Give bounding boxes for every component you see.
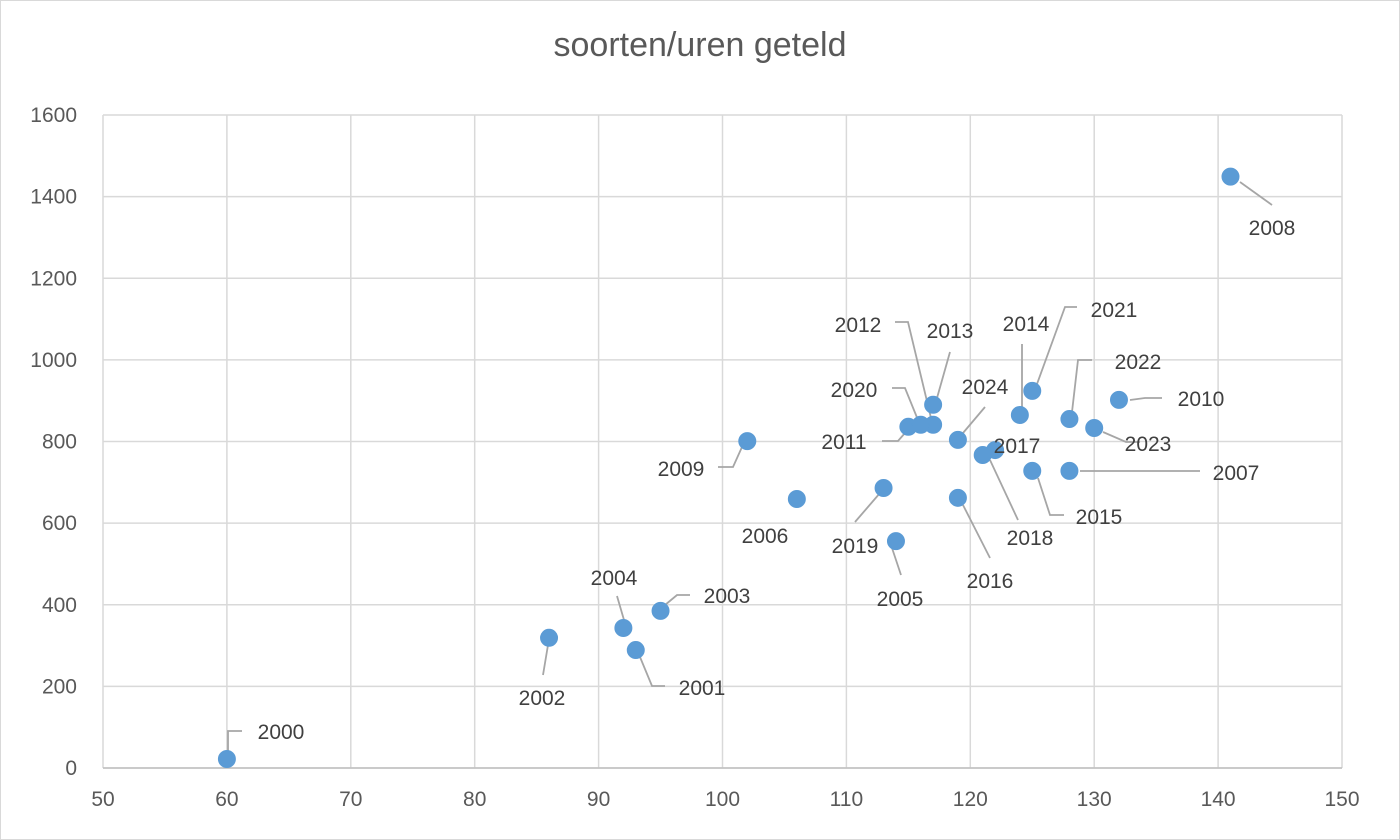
data-point [217,750,236,769]
data-label: 2010 [1178,388,1225,411]
data-point [738,432,757,451]
data-label: 2024 [962,376,1009,399]
leader-line [936,351,951,399]
y-tick-label: 200 [42,675,77,698]
x-tick-label: 110 [830,788,863,811]
leader-line [854,492,881,523]
x-tick-label: 90 [587,788,610,811]
leader-line [962,504,991,559]
data-label: 2007 [1213,462,1260,485]
leader-line [882,432,906,442]
data-point [948,488,967,507]
data-point [1023,461,1042,480]
data-point [1085,419,1104,438]
data-label: 2018 [1007,527,1054,550]
y-tick-label: 1400 [30,186,77,209]
data-label: 2006 [742,525,789,548]
x-tick-label: 100 [705,788,740,811]
data-label: 2005 [877,588,924,611]
x-tick-label: 120 [953,788,988,811]
data-point [787,490,806,509]
data-label: 2003 [704,585,751,608]
data-point [924,395,943,414]
x-tick-label: 130 [1077,788,1112,811]
data-point [886,532,905,551]
data-point [1060,410,1079,429]
chart-title: soorten/uren geteld [553,26,847,64]
data-label: 2012 [835,314,882,337]
data-label: 2000 [258,721,305,744]
y-tick-label: 800 [42,431,77,454]
data-label: 2008 [1249,217,1296,240]
y-tick-label: 1600 [30,104,77,127]
data-label: 2022 [1115,351,1162,374]
data-point [1060,461,1079,480]
data-label: 2014 [1003,313,1050,336]
data-point [1221,167,1240,186]
leader-line [962,406,986,434]
leader-line [542,644,549,676]
leader-line [718,446,743,468]
leader-line [1037,477,1064,516]
data-label: 2020 [831,379,878,402]
leader-line [616,595,625,621]
leader-line [1102,431,1140,443]
data-label: 2013 [927,320,974,343]
data-point [614,619,633,638]
data-label: 2015 [1076,506,1123,529]
y-tick-label: 1200 [30,267,77,290]
data-point [911,415,930,434]
leader-line [892,387,919,421]
data-point [948,430,967,449]
leader-line [891,547,902,576]
data-point [540,628,559,647]
leader-line [1129,397,1162,401]
data-label: 2023 [1125,433,1172,456]
leader-line [1036,306,1077,385]
data-point [626,641,645,660]
x-tick-label: 80 [463,788,486,811]
data-point [874,479,893,498]
y-tick-label: 400 [42,594,77,617]
data-label: 2009 [658,458,705,481]
x-tick-label: 50 [91,788,114,811]
data-label: 2011 [821,431,866,454]
data-point [1010,405,1029,424]
data-point [1023,381,1042,400]
leader-line [227,730,242,752]
x-tick-label: 140 [1201,788,1236,811]
x-tick-label: 70 [339,788,362,811]
data-label: 2004 [591,567,638,590]
leader-line [989,459,1019,521]
x-tick-label: 60 [215,788,238,811]
leader-line [1071,359,1092,413]
data-label: 2016 [967,570,1014,593]
y-tick-label: 600 [42,512,77,535]
leader-line [895,321,932,419]
data-label: 2021 [1091,299,1138,322]
leader-line [639,656,665,687]
data-point [973,445,992,464]
data-point [1109,390,1128,409]
leader-line [664,594,690,606]
data-label: 2019 [832,535,879,558]
data-label: 2001 [679,677,726,700]
data-point [651,601,670,620]
y-tick-label: 1000 [30,349,77,372]
x-tick-label: 150 [1324,788,1359,811]
data-label: 2017 [994,435,1041,458]
y-tick-label: 0 [65,757,77,780]
leader-line [1239,181,1273,206]
data-label: 2002 [519,687,566,710]
